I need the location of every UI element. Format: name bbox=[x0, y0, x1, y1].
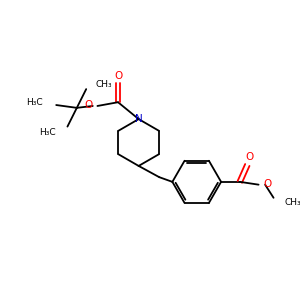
Text: O: O bbox=[85, 100, 93, 110]
Text: O: O bbox=[114, 71, 122, 81]
Text: CH₃: CH₃ bbox=[96, 80, 112, 89]
Text: CH₃: CH₃ bbox=[285, 198, 300, 207]
Text: H₃C: H₃C bbox=[26, 98, 43, 107]
Text: O: O bbox=[245, 152, 253, 162]
Text: O: O bbox=[263, 179, 272, 189]
Text: H₃C: H₃C bbox=[40, 128, 56, 137]
Text: N: N bbox=[135, 114, 142, 124]
